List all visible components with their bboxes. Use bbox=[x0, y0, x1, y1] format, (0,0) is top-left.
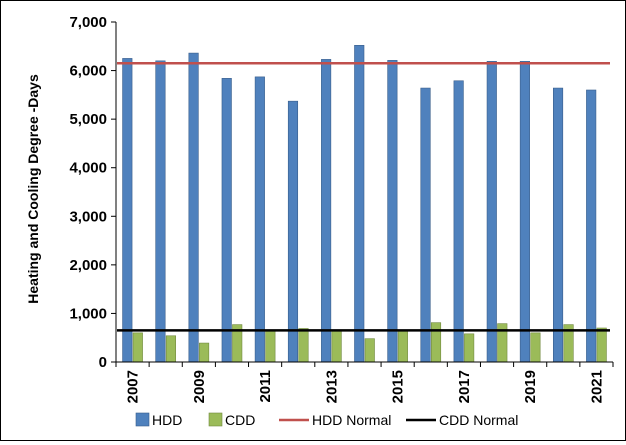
cdd-bar bbox=[430, 322, 442, 363]
hdd-bar bbox=[321, 59, 332, 363]
y-tick-label: 3,000 bbox=[69, 208, 107, 225]
hdd-bar bbox=[486, 61, 497, 363]
hdd-bar bbox=[453, 80, 464, 363]
hdd-bar bbox=[221, 78, 232, 363]
y-tick-label: 2,000 bbox=[69, 257, 107, 274]
hdd-bar bbox=[287, 100, 299, 363]
legend-hdd-label: HDD bbox=[152, 412, 182, 428]
cdd-bar bbox=[199, 342, 210, 363]
y-tick-group: 0 1,000 2,000 3,000 4,000 5,000 6,000 7,000 bbox=[69, 14, 116, 371]
cdd-bar bbox=[464, 333, 475, 363]
cdd-bar bbox=[298, 328, 309, 363]
x-tick-label: 2021 bbox=[588, 370, 605, 403]
x-tick-label: 2019 bbox=[522, 370, 539, 403]
cdd-bar bbox=[331, 330, 342, 363]
hdd-bar bbox=[188, 52, 199, 363]
x-tick-label: 2013 bbox=[323, 370, 340, 403]
x-tick-label: 2017 bbox=[456, 370, 473, 403]
legend-cdd-label: CDD bbox=[225, 412, 255, 428]
y-tick-label: 1,000 bbox=[69, 305, 107, 322]
x-tick-group: 2007 2009 2011 2013 2015 2017 2019 2021 bbox=[115, 362, 614, 403]
hdd-bar bbox=[586, 89, 597, 363]
normal-line-group bbox=[117, 62, 610, 332]
legend-hdd-normal-label: HDD Normal bbox=[312, 412, 391, 428]
cdd-bar bbox=[397, 329, 408, 363]
cdd-bar bbox=[596, 327, 607, 363]
x-tick-label: 2011 bbox=[257, 370, 274, 403]
x-tick-label: 2007 bbox=[125, 370, 142, 403]
y-tick-label: 6,000 bbox=[69, 63, 107, 80]
cdd-bar bbox=[364, 338, 375, 363]
legend: HDD CDD HDD Normal CDD Normal bbox=[135, 412, 518, 428]
y-tick-label: 7,000 bbox=[69, 14, 107, 31]
cdd-bar bbox=[132, 332, 143, 363]
hdd-bar bbox=[387, 60, 398, 363]
hdd-bar bbox=[519, 61, 530, 363]
cdd-bar bbox=[165, 335, 176, 363]
legend-cdd-swatch bbox=[208, 412, 223, 427]
hdd-bar bbox=[552, 87, 564, 363]
hdd-bar bbox=[420, 87, 431, 363]
y-tick-label: 5,000 bbox=[69, 111, 107, 128]
hdd-bar bbox=[354, 45, 365, 363]
x-tick-label: 2009 bbox=[191, 370, 208, 403]
cdd-bar bbox=[530, 332, 541, 363]
hdd-bar bbox=[254, 76, 265, 363]
cdd-bar bbox=[265, 329, 276, 363]
hdd-bar bbox=[122, 58, 133, 363]
legend-cdd-normal-label: CDD Normal bbox=[439, 412, 518, 428]
bar-group bbox=[122, 45, 607, 363]
legend-hdd-swatch bbox=[135, 412, 150, 427]
y-tick-label: 0 bbox=[99, 354, 107, 371]
y-tick-label: 4,000 bbox=[69, 160, 107, 177]
x-tick-label: 2015 bbox=[390, 370, 407, 403]
y-axis-label: Heating and Cooling Degree -Days bbox=[25, 74, 41, 304]
hdd-bar bbox=[155, 60, 166, 363]
